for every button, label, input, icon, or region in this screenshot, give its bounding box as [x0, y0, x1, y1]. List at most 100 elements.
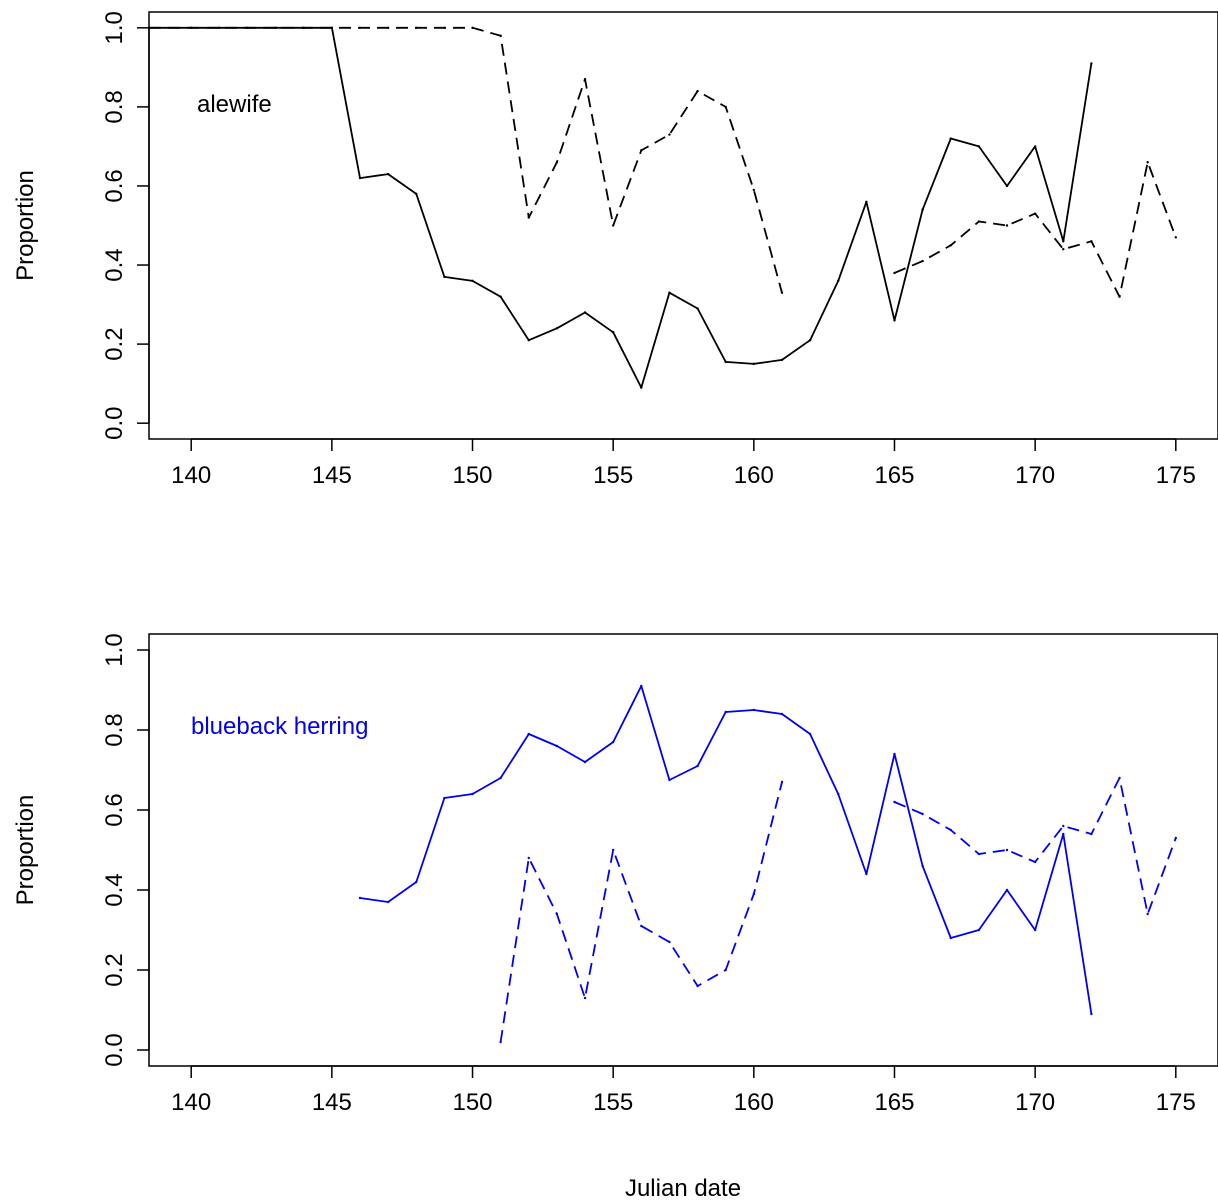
alewife-y-tick-label: 1.0: [101, 11, 128, 44]
blueback-series-0-point: [949, 936, 952, 940]
blueback-x-tick-label: 155: [593, 1089, 633, 1116]
alewife-series-1-point: [611, 224, 615, 227]
blueback-series-0-point: [358, 896, 362, 900]
blueback-series-0-point: [1090, 1012, 1093, 1016]
alewife-panel: 140 145 150 155 160 165 170 175 0.0 0.2 0.4 0.6 0.8 1…: [12, 11, 1218, 489]
alewife-series-1-point: [471, 26, 474, 30]
alewife-series-0-point: [527, 338, 530, 342]
blueback-x-tick-label: 175: [1156, 1089, 1196, 1116]
blueback-series-1-point: [640, 924, 643, 928]
blueback-series-0-point: [640, 684, 643, 688]
blueback-series-1-point: [499, 1040, 502, 1044]
blueback-series-1-point: [696, 984, 699, 988]
alewife-series-0-point: [977, 145, 981, 148]
blueback-series-0-point: [696, 764, 699, 768]
blueback-series-0-point: [837, 792, 840, 796]
blueback-series-0-point: [386, 900, 390, 904]
alewife-series-2-point: [1174, 236, 1178, 239]
alewife-series-0-point: [443, 275, 446, 279]
alewife-series-1-point: [696, 89, 699, 93]
blueback-series-1-point: [780, 780, 784, 784]
blueback-series-2-point: [1118, 776, 1121, 780]
blueback-series-1-point: [555, 912, 559, 916]
blueback-x-tick-label: 165: [874, 1089, 914, 1116]
alewife-series-1-point: [302, 26, 305, 30]
alewife-x-tick-label: 145: [312, 462, 352, 489]
blueback-series-0-point: [443, 796, 446, 800]
blueback-series-2-point: [949, 828, 952, 832]
alewife-series-0-point: [1033, 145, 1037, 148]
alewife-series-1-point: [415, 26, 418, 30]
blueback-species-label: blueback herring: [191, 713, 368, 740]
alewife-series-2-point: [977, 220, 981, 223]
alewife-series-0-point: [583, 311, 587, 314]
alewife-series-0-point: [358, 176, 362, 180]
blueback-series-0-point: [1005, 888, 1009, 892]
alewife-y-tick-label: 0.8: [101, 90, 128, 123]
alewife-series-1-point: [640, 149, 643, 152]
blueback-series-0-point: [499, 776, 502, 780]
alewife-series-0-point: [780, 358, 784, 362]
alewife-series-2-point: [1062, 248, 1065, 251]
blueback-series-0-point: [865, 872, 868, 876]
blueback-series-0-point: [921, 864, 924, 868]
blueback-series-1-point: [527, 856, 530, 860]
alewife-series-1-point: [724, 105, 727, 109]
blueback-series-0-point: [808, 732, 812, 736]
blueback-y-tick-label: 0.4: [101, 873, 128, 906]
alewife-series-1-point: [274, 26, 277, 30]
blueback-series-0-point: [471, 792, 474, 796]
blueback-series-2-point: [1174, 836, 1178, 840]
alewife-series-0-point: [611, 331, 615, 334]
blueback-series-2-point: [1062, 824, 1065, 828]
blueback-series-1-point: [668, 940, 671, 944]
blueback-series-1-point: [611, 848, 615, 852]
alewife-series-1-point: [583, 78, 587, 81]
alewife-series-0-point: [499, 295, 502, 298]
alewife-series-1-point: [443, 26, 446, 30]
blueback-series-0-point: [527, 732, 530, 736]
blueback-series-2-point: [1005, 848, 1009, 852]
alewife-series-2-point: [1033, 212, 1037, 215]
alewife-y-tick-label: 0.6: [101, 169, 128, 202]
alewife-series-2-point: [1146, 161, 1149, 164]
alewife-series-1-point: [752, 188, 756, 192]
blueback-series-2-line: [894, 777, 1177, 915]
blueback-series-1-line: [499, 781, 783, 1043]
alewife-series-0-point: [386, 172, 390, 176]
blueback-series-2-point: [921, 812, 924, 816]
blueback-series-2-point: [1146, 912, 1149, 916]
blueback-series-0-point: [724, 710, 727, 714]
blueback-series-2-point: [1090, 832, 1093, 836]
alewife-series-0-point: [724, 360, 727, 364]
blueback-herring-panel: 140 145 150 155 160 165 170 175 0.0 0.2 0.4 0.6 0.8 1…: [12, 633, 1218, 1116]
blueback-series-2-point: [1033, 860, 1037, 864]
alewife-y-axis-label: Proportion: [12, 170, 39, 281]
blueback-series-0-point: [1033, 928, 1037, 932]
blueback-series-0-line: [359, 685, 1093, 1015]
blueback-y-tick-label: 0.2: [101, 953, 128, 986]
alewife-series-2-point: [893, 271, 896, 275]
alewife-series-0-point: [921, 208, 924, 211]
blueback-y-tick-label: 0.8: [101, 713, 128, 746]
alewife-series-0-point: [752, 362, 756, 366]
alewife-y-tick-label: 0.4: [101, 248, 128, 281]
alewife-series-1-point: [386, 26, 390, 30]
alewife-species-label: alewife: [197, 91, 272, 118]
alewife-series-1-point: [780, 291, 784, 294]
alewife-x-tick-label: 165: [874, 462, 914, 489]
alewife-series-1-point: [330, 26, 334, 30]
blueback-x-tick-label: 140: [171, 1089, 211, 1116]
alewife-x-tick-label: 175: [1156, 462, 1196, 489]
blueback-y-tick-label: 1.0: [101, 633, 128, 666]
blueback-y-tick-label: 0.6: [101, 793, 128, 826]
alewife-series-0-point: [1005, 184, 1009, 188]
alewife-series-2-point: [921, 259, 924, 263]
blueback-series-1-point: [752, 892, 756, 896]
alewife-y-tick-label: 0.0: [101, 406, 128, 439]
blueback-x-tick-label: 170: [1015, 1089, 1055, 1116]
blueback-series-2-point: [977, 852, 981, 856]
alewife-x-tick-label: 150: [452, 462, 492, 489]
alewife-series-2-point: [1118, 295, 1121, 298]
